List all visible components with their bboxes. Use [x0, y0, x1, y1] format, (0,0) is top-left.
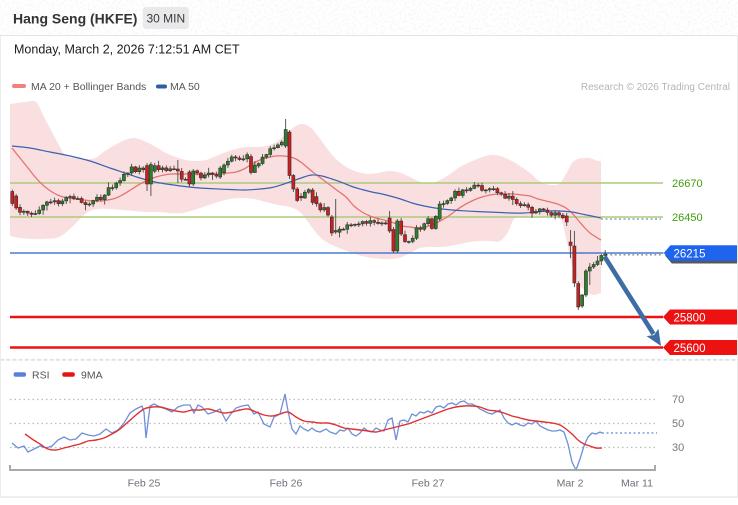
svg-text:Feb 26: Feb 26	[270, 478, 303, 490]
svg-text:MA 20 + Bollinger Bands: MA 20 + Bollinger Bands	[31, 81, 146, 93]
svg-text:Hang Seng (HKFE): Hang Seng (HKFE)	[13, 11, 137, 27]
svg-text:50: 50	[672, 418, 684, 430]
svg-text:Monday, March 2, 2026 7:12:51: Monday, March 2, 2026 7:12:51 AM CET	[14, 43, 240, 57]
svg-text:25600: 25600	[674, 343, 706, 355]
svg-text:26450: 26450	[672, 212, 703, 224]
svg-text:9MA: 9MA	[81, 370, 103, 382]
svg-text:Feb 27: Feb 27	[412, 478, 445, 490]
svg-text:Feb 25: Feb 25	[128, 478, 161, 490]
svg-text:30: 30	[672, 442, 684, 454]
svg-text:RSI: RSI	[32, 370, 50, 382]
svg-text:MA 50: MA 50	[170, 81, 200, 93]
svg-text:70: 70	[672, 394, 684, 406]
svg-text:Mar 2: Mar 2	[557, 478, 584, 490]
svg-text:26215: 26215	[674, 248, 706, 260]
svg-text:Research © 2026 Trading Centra: Research © 2026 Trading Central	[581, 82, 730, 93]
svg-text:25800: 25800	[674, 312, 706, 324]
svg-text:30 MIN: 30 MIN	[146, 11, 185, 25]
svg-text:Mar 11: Mar 11	[621, 478, 653, 490]
svg-text:26670: 26670	[672, 178, 703, 190]
